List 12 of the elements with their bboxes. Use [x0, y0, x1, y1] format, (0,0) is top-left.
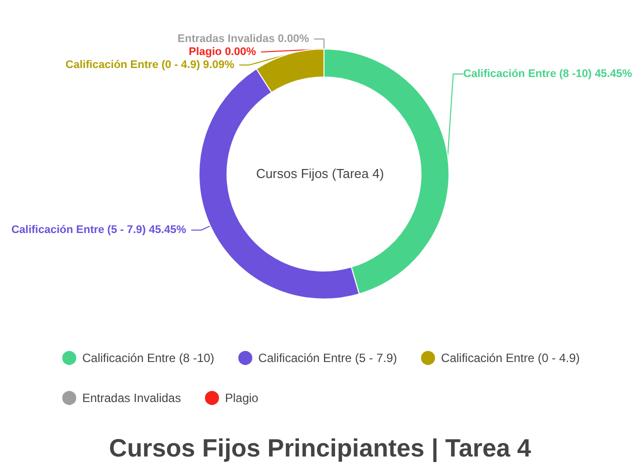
category-label: Entradas Invalidas 0.00%: [178, 33, 309, 45]
legend-label: Calificación Entre (8 -10): [82, 351, 214, 365]
legend-label: Calificación Entre (0 - 4.9): [441, 351, 580, 365]
category-label: Calificación Entre (5 - 7.9) 45.45%: [11, 224, 186, 236]
text: Cursos Fijos Principiantes | Tarea 4: [109, 434, 532, 462]
category-label: Calificación Entre (0 - 4.9) 9.09%: [66, 59, 234, 71]
legend-label: Calificación Entre (5 - 7.9): [258, 351, 398, 365]
category-label: Calificación Entre (8 -10) 45.45%: [463, 68, 632, 80]
legend-label: Plagio: [224, 391, 259, 405]
text: Cursos Fijos (Tarea 4): [256, 166, 384, 181]
legend-label: Entradas Invalidas: [82, 391, 181, 405]
category-label: Plagio 0.00%: [188, 46, 256, 58]
